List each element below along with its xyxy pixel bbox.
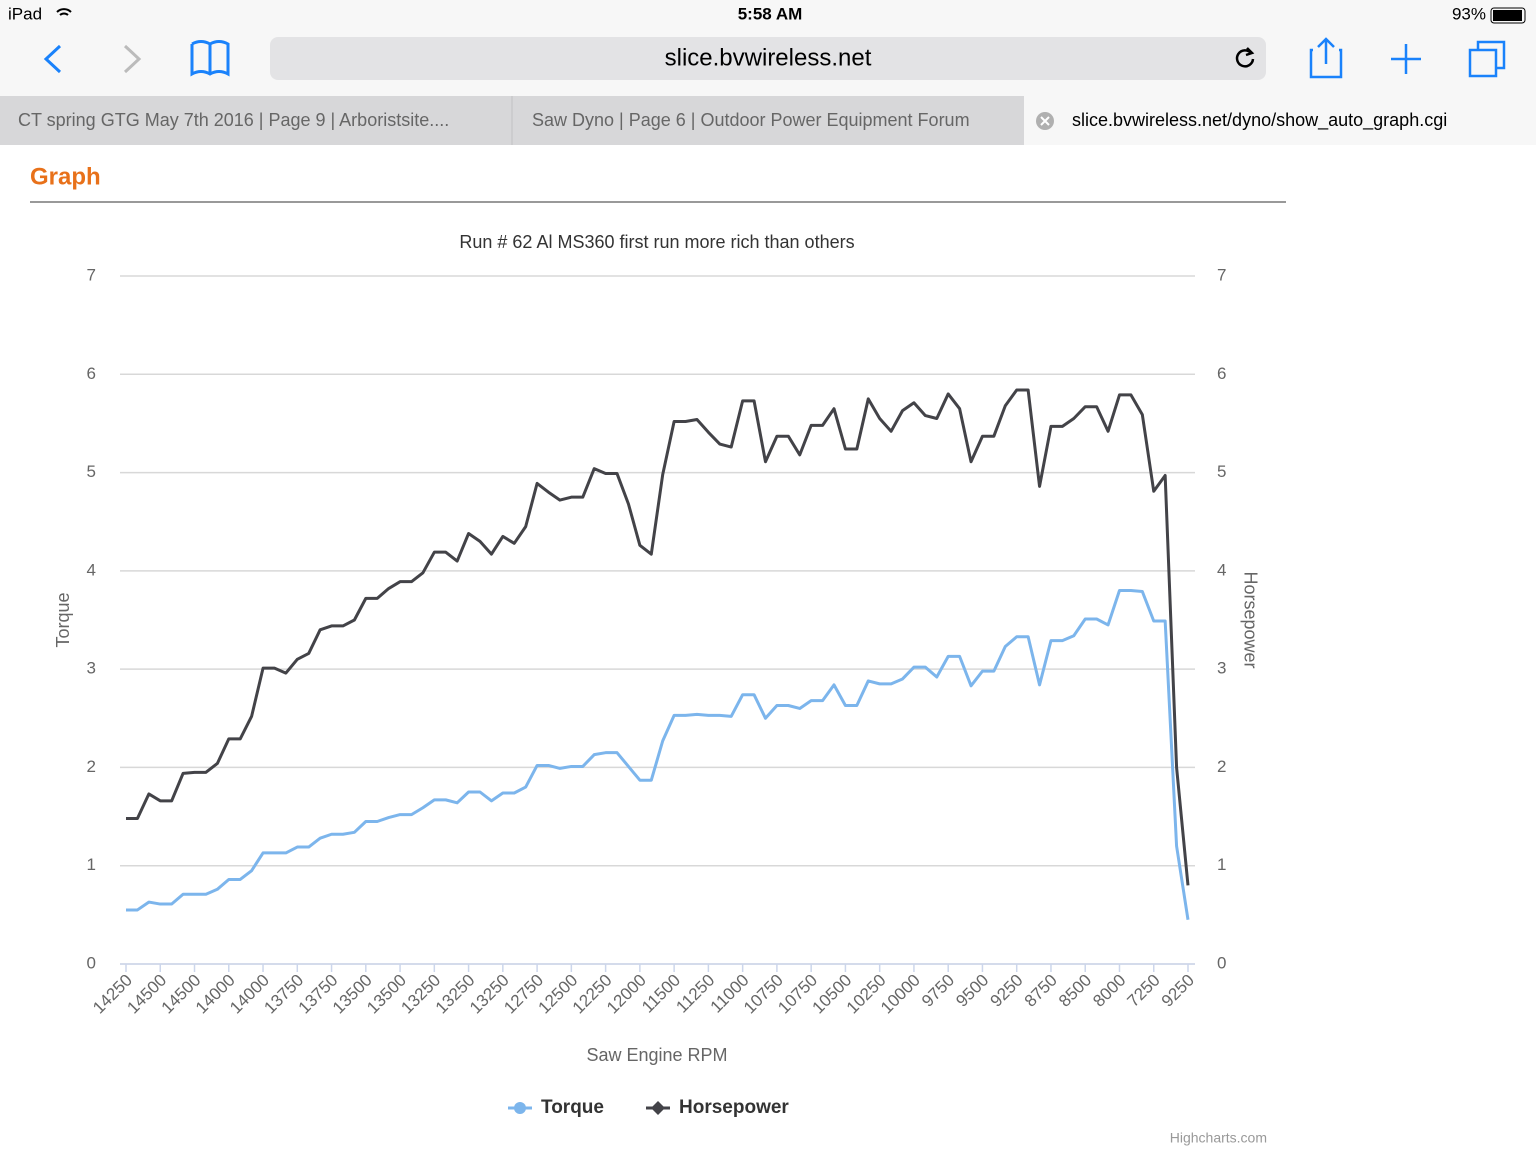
tab-title: CT spring GTG May 7th 2016 | Page 9 | Ar… bbox=[18, 110, 449, 130]
series-line bbox=[126, 589, 1190, 921]
x-tick-label: 8000 bbox=[1089, 971, 1129, 1011]
y-tick-label: 6 bbox=[87, 364, 96, 383]
new-tab-button[interactable] bbox=[1391, 44, 1421, 74]
x-tick-label: 9250 bbox=[987, 971, 1027, 1011]
y2-tick-label: 6 bbox=[1217, 364, 1226, 383]
x-tick-label: 9250 bbox=[1158, 971, 1198, 1011]
y2-tick-label: 0 bbox=[1217, 953, 1226, 972]
y2-tick-label: 4 bbox=[1217, 560, 1226, 579]
y-tick-label: 2 bbox=[87, 757, 96, 776]
series-line bbox=[126, 388, 1190, 886]
x-tick-label: 10000 bbox=[877, 971, 924, 1018]
active-tab[interactable] bbox=[1024, 96, 1536, 145]
page-heading: Graph bbox=[30, 163, 101, 190]
legend-label[interactable]: Torque bbox=[541, 1097, 604, 1118]
battery-level: 93% bbox=[1452, 4, 1486, 23]
y-tick-label: 3 bbox=[87, 659, 96, 678]
x-axis-title: Saw Engine RPM bbox=[586, 1045, 727, 1065]
y-tick-label: 7 bbox=[87, 265, 96, 284]
x-tick-label: 12000 bbox=[603, 971, 650, 1018]
tab-title: Saw Dyno | Page 6 | Outdoor Power Equipm… bbox=[532, 110, 970, 130]
y-tick-label: 4 bbox=[87, 560, 96, 579]
y2-tick-label: 3 bbox=[1217, 659, 1226, 678]
chart-title: Run # 62 Al MS360 first run more rich th… bbox=[459, 232, 854, 252]
y-tick-label: 1 bbox=[87, 855, 96, 874]
y2-axis-title: Horsepower bbox=[1240, 571, 1260, 668]
legend-label[interactable]: Horsepower bbox=[679, 1097, 789, 1118]
chart-credit: Highcharts.com bbox=[1170, 1130, 1267, 1146]
tabs-button[interactable] bbox=[1468, 40, 1506, 78]
x-tick-label: 9500 bbox=[952, 971, 992, 1011]
address-text: slice.bvwireless.net bbox=[665, 44, 872, 71]
legend-marker bbox=[514, 1102, 526, 1114]
battery-icon bbox=[1490, 7, 1526, 24]
legend-marker bbox=[651, 1101, 665, 1115]
reload-button[interactable] bbox=[1235, 47, 1255, 68]
y2-tick-label: 2 bbox=[1217, 757, 1226, 776]
y2-tick-label: 1 bbox=[1217, 855, 1226, 874]
x-tick-label: 11250 bbox=[672, 971, 718, 1017]
forward-button[interactable] bbox=[123, 44, 142, 74]
back-button[interactable] bbox=[43, 44, 62, 74]
x-tick-label: 8500 bbox=[1055, 971, 1095, 1011]
x-tick-label: 7250 bbox=[1124, 971, 1164, 1011]
battery-fill bbox=[1493, 10, 1522, 21]
y-tick-label: 0 bbox=[87, 953, 96, 972]
clock: 5:58 AM bbox=[738, 4, 803, 23]
bookmarks-button[interactable] bbox=[190, 40, 230, 77]
y-tick-label: 5 bbox=[87, 462, 96, 481]
x-tick-label: 11500 bbox=[638, 971, 684, 1017]
wifi-icon bbox=[56, 8, 72, 16]
close-icon bbox=[1040, 116, 1050, 126]
address-bar[interactable] bbox=[270, 37, 1266, 80]
share-button[interactable] bbox=[1309, 37, 1343, 79]
y-axis-title: Torque bbox=[53, 592, 73, 647]
tab-title: slice.bvwireless.net/dyno/show_auto_grap… bbox=[1072, 110, 1447, 131]
device-name: iPad bbox=[8, 4, 42, 23]
x-tick-label: 9750 bbox=[918, 971, 958, 1011]
y2-tick-label: 5 bbox=[1217, 462, 1226, 481]
x-tick-label: 8750 bbox=[1021, 971, 1061, 1011]
y2-tick-label: 7 bbox=[1217, 265, 1226, 284]
